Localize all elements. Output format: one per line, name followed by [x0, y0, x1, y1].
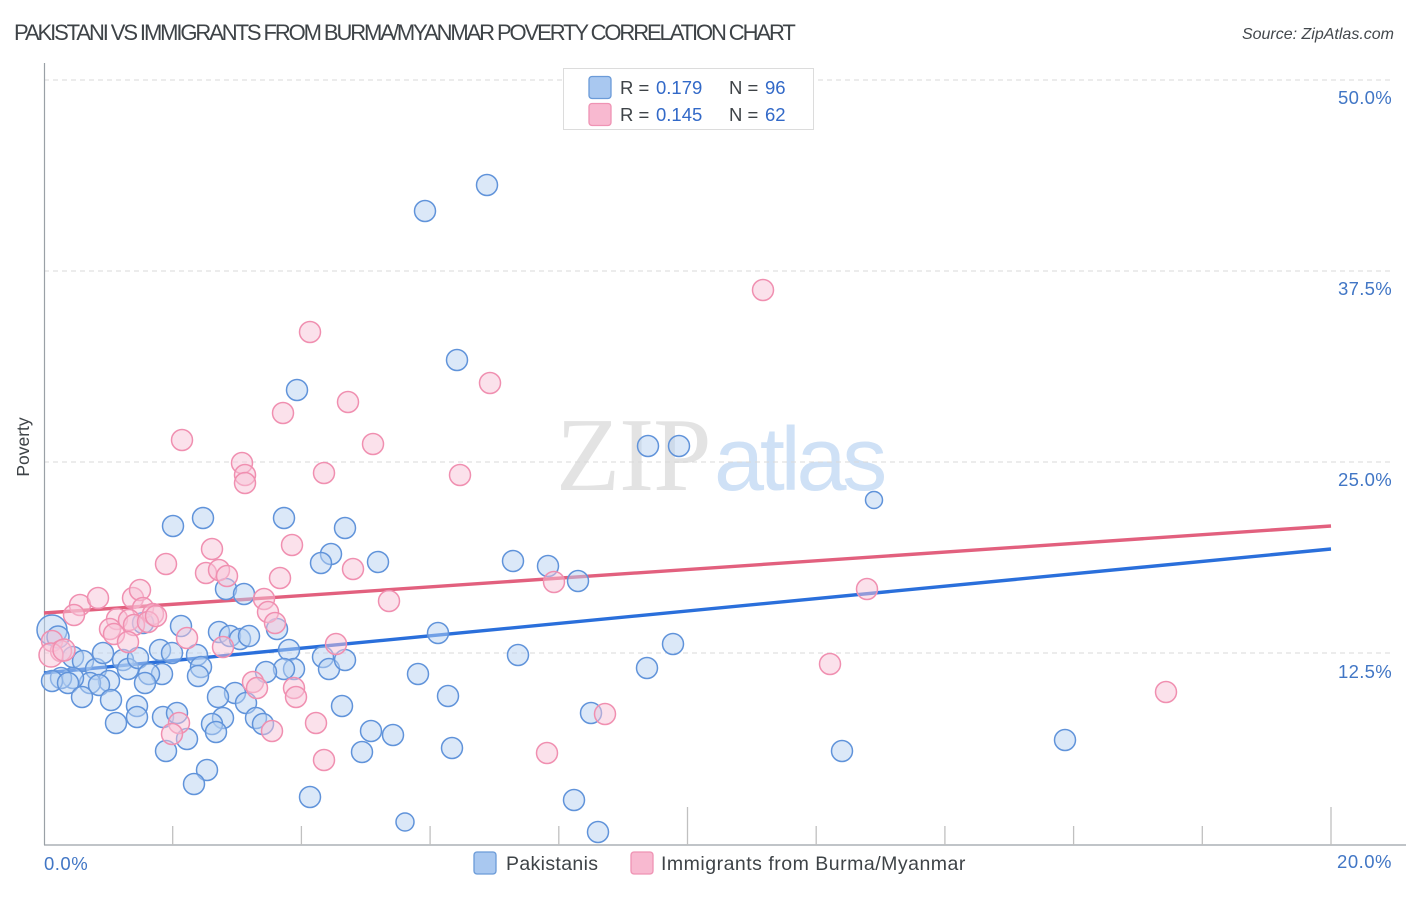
svg-text:37.5%: 37.5% [1338, 278, 1392, 299]
svg-text:12.5%: 12.5% [1338, 661, 1392, 682]
svg-text:Immigrants from Burma/Myanmar: Immigrants from Burma/Myanmar [661, 853, 966, 875]
svg-text:atlas: atlas [714, 410, 884, 510]
svg-text:Pakistanis: Pakistanis [506, 853, 598, 875]
svg-text:25.0%: 25.0% [1338, 469, 1392, 490]
svg-text:R =: R = [620, 77, 649, 98]
svg-text:R =: R = [620, 104, 649, 125]
svg-text:Source: ZipAtlas.com: Source: ZipAtlas.com [1242, 26, 1394, 43]
svg-text:50.0%: 50.0% [1338, 87, 1392, 108]
svg-text:0.145: 0.145 [656, 104, 702, 125]
svg-text:62: 62 [765, 104, 786, 125]
svg-text:20.0%: 20.0% [1337, 851, 1392, 872]
svg-text:N =: N = [729, 104, 758, 125]
svg-text:0.179: 0.179 [656, 77, 702, 98]
svg-text:ZIP: ZIP [556, 396, 711, 513]
svg-text:Poverty: Poverty [13, 417, 33, 477]
svg-text:96: 96 [765, 77, 786, 98]
svg-text:0.0%: 0.0% [44, 853, 88, 874]
svg-text:PAKISTANI VS IMMIGRANTS FROM B: PAKISTANI VS IMMIGRANTS FROM BURMA/MYANM… [14, 20, 795, 45]
svg-text:N =: N = [729, 77, 758, 98]
